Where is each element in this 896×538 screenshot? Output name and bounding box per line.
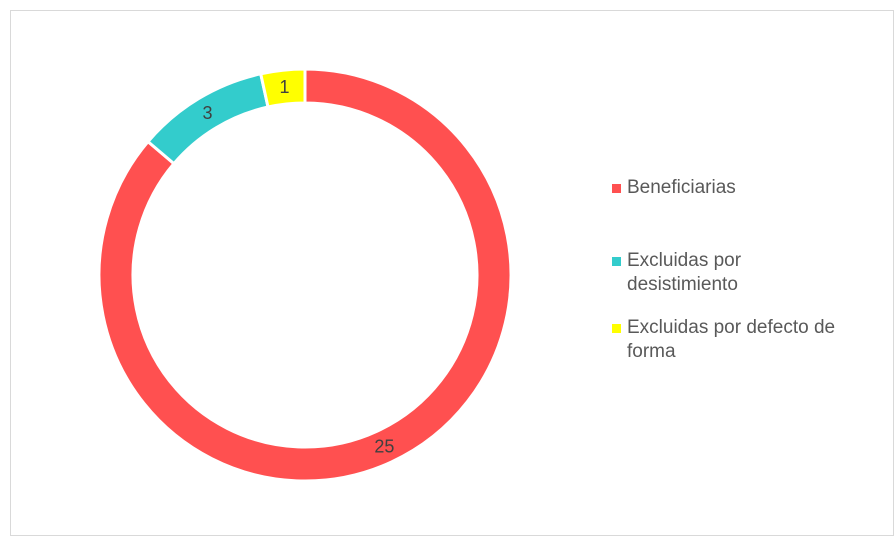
legend-swatch xyxy=(612,184,621,193)
data-label-excluidas-defecto-forma: 1 xyxy=(280,77,290,97)
data-label-excluidas-desistimiento: 3 xyxy=(203,103,213,123)
legend-label: Beneficiarias xyxy=(627,177,736,198)
data-label-beneficiarias: 25 xyxy=(374,437,394,457)
donut-slice-excluidas-defecto-forma xyxy=(258,67,307,109)
legend-label: Excluidas por desistimiento xyxy=(627,250,742,295)
chart-frame xyxy=(10,10,894,536)
legend-swatch xyxy=(612,324,621,333)
legend-label: Excluidas por defecto de forma xyxy=(627,317,836,362)
legend-item-beneficiarias: Beneficiarias xyxy=(612,176,736,200)
donut-slice-beneficiarias xyxy=(97,67,513,483)
legend-item-excluidas-desistimiento: Excluidas por desistimiento xyxy=(612,249,812,297)
legend-swatch xyxy=(612,257,621,266)
legend-item-excluidas-defecto-forma: Excluidas por defecto de forma xyxy=(612,316,882,364)
